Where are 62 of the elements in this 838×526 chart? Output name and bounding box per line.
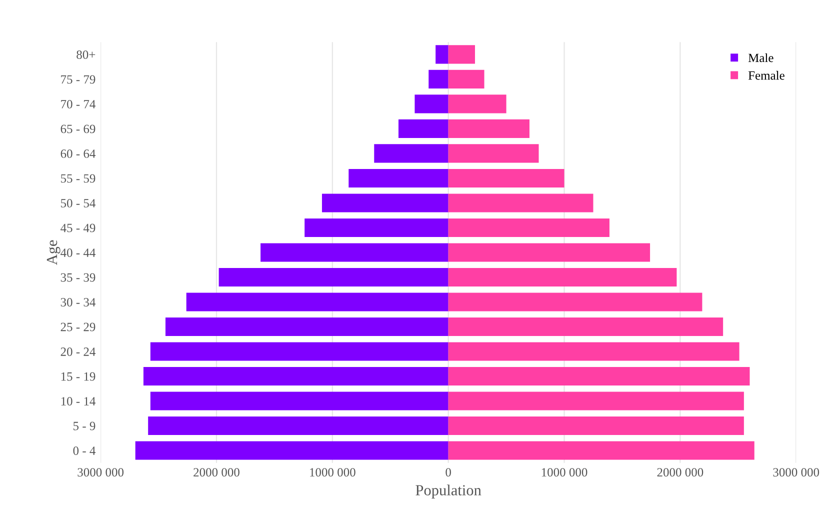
- y-tick-label: 55 - 59: [61, 174, 96, 183]
- bar: [436, 45, 448, 64]
- x-tick-label: 3000 000: [773, 468, 820, 477]
- bar: [348, 168, 448, 188]
- bar: [448, 194, 594, 212]
- legend-label: Male: [748, 53, 774, 62]
- bar: [448, 218, 610, 238]
- bar: [218, 268, 448, 287]
- y-tick-label: 15 - 19: [61, 372, 96, 381]
- bar: [448, 243, 650, 262]
- x-tick-label: 0: [446, 468, 451, 477]
- y-tick-label: 10 - 14: [61, 397, 96, 406]
- bar: [428, 70, 448, 88]
- bar: [448, 441, 754, 460]
- bar: [304, 218, 448, 238]
- legend-label: Female: [748, 70, 784, 80]
- bar: [148, 416, 448, 436]
- bar: [150, 392, 448, 410]
- y-tick-label: 35 - 39: [60, 273, 96, 282]
- bar: [448, 94, 506, 114]
- y-tick-label: 70 - 74: [61, 100, 96, 108]
- x-tick-label: 2000 000: [194, 468, 240, 477]
- x-tick-label: 1000 000: [310, 468, 356, 477]
- x-tick-label: 1000 000: [542, 468, 588, 477]
- bar: [448, 342, 740, 361]
- y-tick-label: 75 - 79: [61, 75, 96, 84]
- bar: [260, 243, 448, 262]
- bar: [448, 268, 677, 287]
- y-tick-label: 45 - 49: [60, 224, 96, 232]
- x-tick-label: 2000 000: [657, 468, 704, 477]
- bar: [165, 317, 448, 336]
- bar: [143, 366, 448, 386]
- bar: [398, 119, 448, 138]
- bar: [448, 416, 744, 436]
- bar: [135, 441, 448, 460]
- bar: [448, 392, 744, 410]
- bar: [448, 366, 750, 386]
- bar: [448, 119, 530, 138]
- bar: [186, 292, 448, 312]
- bar: [448, 317, 724, 336]
- bar: [150, 342, 448, 361]
- y-tick-label: 40 - 44: [60, 248, 96, 257]
- y-tick-label: 65 - 69: [60, 124, 96, 134]
- y-tick-label: 60 - 64: [60, 149, 96, 158]
- y-tick-label: 30 - 34: [60, 298, 96, 306]
- bar: [448, 45, 475, 64]
- y-tick-label: 20 - 24: [60, 348, 96, 356]
- y-tick-label: 0 - 4: [73, 446, 96, 455]
- bar: [448, 168, 564, 188]
- bar: [414, 94, 448, 114]
- bar: [374, 144, 448, 163]
- bar: [448, 292, 702, 312]
- y-tick-label: 5 - 9: [74, 422, 96, 430]
- y-tick-label: 25 - 29: [60, 322, 96, 332]
- y-tick-label: 80+: [76, 50, 96, 59]
- y-axis-title: Age: [46, 240, 60, 266]
- bar: [448, 144, 539, 163]
- y-tick-label: 50 - 54: [61, 199, 96, 208]
- x-axis-title: Population: [416, 484, 482, 498]
- bar: [448, 70, 484, 88]
- bar: [322, 194, 448, 212]
- x-tick-label: 3000 000: [78, 468, 124, 477]
